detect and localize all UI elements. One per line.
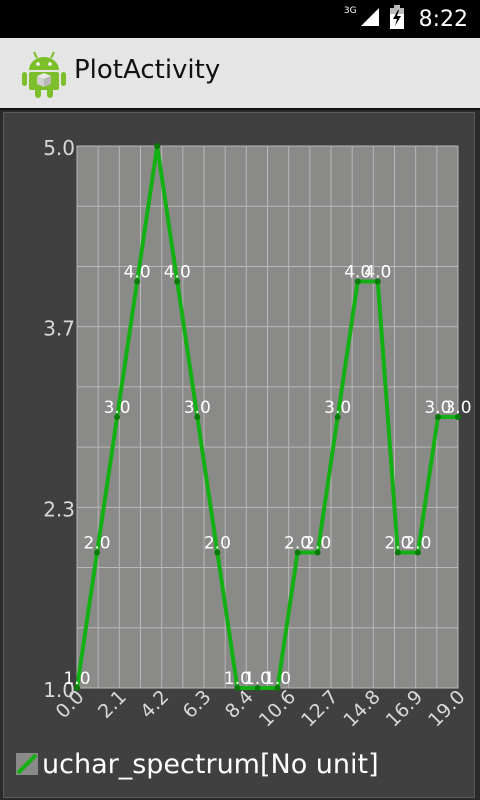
data-point <box>254 685 261 691</box>
signal-icon <box>359 6 381 32</box>
data-point <box>414 549 421 556</box>
data-label: 2.0 <box>204 534 231 554</box>
x-tick-label: 12.7 <box>297 686 342 731</box>
status-clock: 8:22 <box>418 6 468 32</box>
data-point <box>214 549 221 556</box>
legend-swatch-icon <box>16 753 38 775</box>
data-point <box>134 278 141 285</box>
data-point <box>94 549 101 556</box>
data-point <box>314 549 321 556</box>
data-label: 3.0 <box>104 398 131 418</box>
data-points <box>74 143 461 691</box>
y-tick-label: 3.7 <box>43 317 75 341</box>
android-robot-icon[interactable] <box>22 50 66 98</box>
status-bar: 3G 8:22 <box>0 0 480 38</box>
data-label: 4.0 <box>364 263 391 283</box>
data-label: 1.0 <box>264 669 291 689</box>
data-point <box>294 549 301 556</box>
data-label: 3.0 <box>444 398 471 418</box>
data-point <box>194 414 201 420</box>
x-tick-label: 10.6 <box>255 686 300 731</box>
data-label: 3.0 <box>184 398 211 418</box>
x-tick-label: 8.4 <box>221 686 258 723</box>
y-tick-label: 5.0 <box>43 136 75 160</box>
data-label: 2.0 <box>284 534 311 554</box>
x-axis-labels: 0.0 2.1 4.2 6.3 8.410.612.714.816.919.0 <box>52 686 470 731</box>
data-label: 2.0 <box>84 534 111 554</box>
data-point <box>154 143 161 149</box>
x-tick-label: 2.1 <box>94 686 131 723</box>
data-point <box>455 414 461 420</box>
data-point <box>394 549 401 556</box>
y-axis-labels: 1.0 2.3 3.7 5.0 <box>43 136 75 702</box>
data-point <box>334 414 341 420</box>
action-bar: PlotActivity <box>0 38 480 108</box>
app-title: PlotActivity <box>74 55 221 85</box>
data-point <box>114 414 121 420</box>
data-label: 2.0 <box>304 534 331 554</box>
data-label: 4.0 <box>124 263 151 283</box>
data-labels: 1.02.03.04.0 4.03.02.01.01.01.02.02.03.04… <box>63 263 471 690</box>
x-tick-label: 4.2 <box>136 686 173 723</box>
y-tick-label: 1.0 <box>43 678 75 702</box>
data-label: 1.0 <box>244 669 271 689</box>
battery-icon <box>389 5 405 33</box>
data-point <box>274 685 281 691</box>
action-bar-divider <box>0 108 480 110</box>
data-label: 4.0 <box>164 263 191 283</box>
legend: uchar_spectrum[No unit] <box>16 744 379 784</box>
data-point <box>74 685 80 691</box>
data-point <box>374 278 381 285</box>
data-label: 1.0 <box>224 669 251 689</box>
x-tick-label: 14.8 <box>339 686 384 731</box>
x-tick-label: 6.3 <box>179 686 216 723</box>
data-label: 1.0 <box>63 669 90 689</box>
data-label: 3.0 <box>424 398 451 418</box>
data-point <box>434 414 441 420</box>
data-label: 2.0 <box>384 534 411 554</box>
data-point <box>174 278 181 285</box>
x-tick-label: 19.0 <box>424 686 469 731</box>
data-point <box>354 278 361 285</box>
network-type-label: 3G <box>343 6 357 16</box>
y-tick-label: 2.3 <box>43 497 75 521</box>
data-label: 2.0 <box>404 534 431 554</box>
legend-label: uchar_spectrum[No unit] <box>42 748 379 780</box>
x-tick-label: 16.9 <box>382 686 427 731</box>
data-label: 4.0 <box>344 263 371 283</box>
series-line <box>75 144 458 690</box>
data-label: 3.0 <box>324 398 351 418</box>
data-point <box>234 685 241 691</box>
